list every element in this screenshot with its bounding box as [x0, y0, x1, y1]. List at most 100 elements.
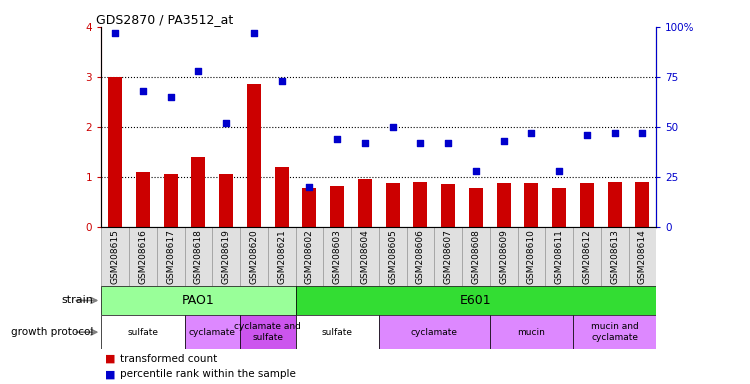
Point [609, 130, 621, 136]
Bar [573, 315, 656, 349]
Bar [545, 227, 573, 286]
Bar [184, 315, 240, 349]
Point [303, 184, 315, 190]
Bar [386, 183, 400, 227]
Bar [157, 227, 184, 286]
Bar [296, 227, 323, 286]
Bar [330, 185, 344, 227]
Bar [351, 227, 379, 286]
Text: growth protocol: growth protocol [11, 327, 94, 337]
Text: mucin: mucin [518, 328, 545, 337]
Text: GDS2870 / PA3512_at: GDS2870 / PA3512_at [96, 13, 233, 26]
Text: GSM208614: GSM208614 [638, 230, 646, 284]
Text: cyclamate: cyclamate [411, 328, 458, 337]
Text: GSM208608: GSM208608 [471, 230, 480, 285]
Bar [184, 227, 212, 286]
Text: GSM208609: GSM208609 [500, 230, 508, 285]
Text: GSM208605: GSM208605 [388, 230, 398, 285]
Text: GSM208618: GSM208618 [194, 230, 202, 285]
Bar [129, 227, 157, 286]
Bar [413, 182, 428, 227]
Bar [219, 174, 233, 227]
Point [248, 30, 259, 36]
Bar [323, 227, 351, 286]
Text: mucin and
cyclamate: mucin and cyclamate [591, 323, 638, 342]
Text: GSM208617: GSM208617 [166, 230, 175, 285]
Bar [635, 182, 650, 227]
Point [580, 132, 592, 138]
Bar [552, 188, 566, 227]
Point [358, 140, 370, 146]
Bar [490, 227, 518, 286]
Bar [296, 315, 379, 349]
Bar [108, 77, 122, 227]
Bar [406, 227, 434, 286]
Bar [164, 174, 178, 227]
Bar [441, 184, 455, 227]
Bar [469, 188, 483, 227]
Point [387, 124, 399, 130]
Text: sulfate: sulfate [322, 328, 352, 337]
Text: GSM208603: GSM208603 [333, 230, 341, 285]
Bar [608, 182, 622, 227]
Text: ■: ■ [105, 354, 116, 364]
Text: transformed count: transformed count [120, 354, 218, 364]
Text: GSM208604: GSM208604 [360, 230, 369, 284]
Bar [379, 227, 406, 286]
Text: GSM208602: GSM208602 [304, 230, 313, 284]
Text: sulfate: sulfate [128, 328, 158, 337]
Point [276, 78, 288, 84]
Bar [573, 227, 601, 286]
Bar [247, 84, 261, 227]
Text: PAO1: PAO1 [182, 294, 214, 307]
Bar [490, 315, 573, 349]
Point [414, 140, 426, 146]
Bar [274, 167, 289, 227]
Text: ■: ■ [105, 369, 116, 379]
Bar [101, 227, 129, 286]
Text: GSM208620: GSM208620 [249, 230, 258, 284]
Text: cyclamate: cyclamate [189, 328, 236, 337]
Bar [496, 183, 511, 227]
Text: GSM208611: GSM208611 [554, 230, 564, 285]
Bar [518, 227, 545, 286]
Bar [268, 227, 296, 286]
Text: E601: E601 [460, 294, 492, 307]
Bar [240, 315, 296, 349]
Text: GSM208615: GSM208615 [111, 230, 120, 285]
Text: strain: strain [62, 295, 94, 306]
Text: GSM208619: GSM208619 [222, 230, 231, 285]
Bar [101, 286, 296, 315]
Text: GSM208613: GSM208613 [610, 230, 620, 285]
Bar [296, 286, 656, 315]
Point [498, 137, 510, 144]
Text: GSM208607: GSM208607 [444, 230, 452, 285]
Bar [302, 188, 316, 227]
Text: cyclamate and
sulfate: cyclamate and sulfate [234, 323, 302, 342]
Bar [524, 183, 538, 227]
Point [220, 120, 232, 126]
Point [192, 68, 204, 74]
Bar [628, 227, 656, 286]
Text: GSM208606: GSM208606 [416, 230, 424, 285]
Bar [601, 227, 628, 286]
Point [553, 167, 566, 174]
Bar [240, 227, 268, 286]
Text: GSM208621: GSM208621 [278, 230, 286, 284]
Bar [462, 227, 490, 286]
Bar [212, 227, 240, 286]
Text: GSM208610: GSM208610 [526, 230, 536, 285]
Text: GSM208616: GSM208616 [138, 230, 147, 285]
Bar [358, 179, 372, 227]
Point [470, 167, 482, 174]
Point [136, 88, 148, 94]
Bar [136, 172, 150, 227]
Point [636, 130, 648, 136]
Text: GSM208612: GSM208612 [582, 230, 591, 284]
Bar [434, 227, 462, 286]
Bar [101, 315, 184, 349]
Bar [379, 315, 490, 349]
Point [110, 30, 122, 36]
Bar [191, 157, 206, 227]
Point [332, 136, 344, 142]
